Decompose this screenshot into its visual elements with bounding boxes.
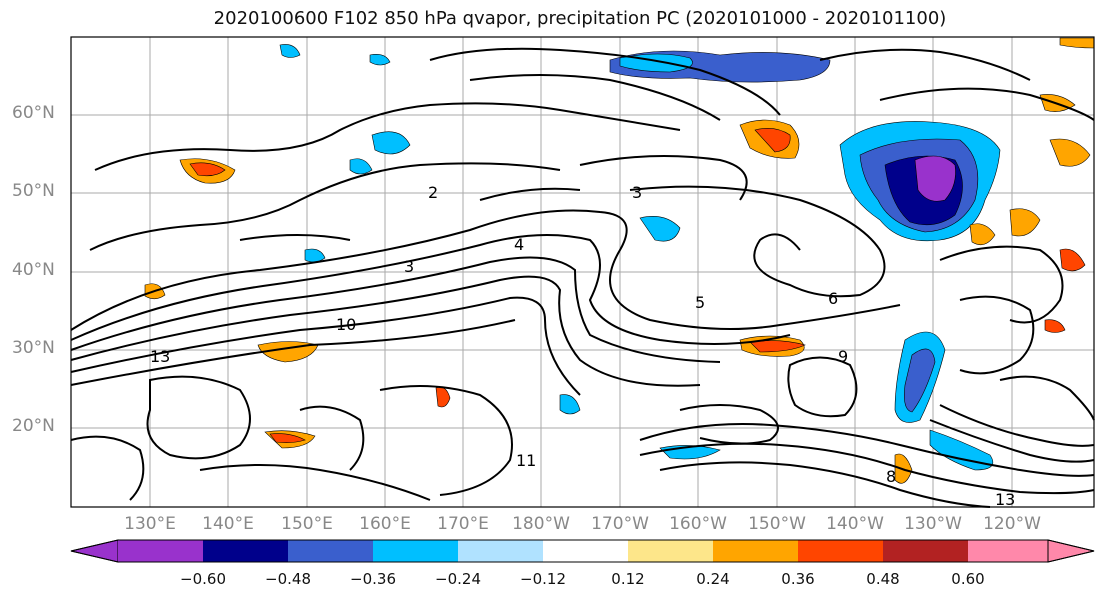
lat-label: 50°N xyxy=(12,181,55,201)
contour-label: 4 xyxy=(514,235,524,254)
contour-label: 6 xyxy=(828,289,838,308)
map-title: 2020100600 F102 850 hPa qvapor, precipit… xyxy=(213,8,947,29)
lat-label: 60°N xyxy=(12,103,55,123)
lon-label: 130°E xyxy=(124,514,176,534)
contour-label: 11 xyxy=(516,451,536,470)
colorbar-tick: −0.48 xyxy=(265,570,311,588)
colorbar-tick: −0.36 xyxy=(350,570,396,588)
contour-label: 3 xyxy=(404,257,414,276)
colorbar-tick: 0.24 xyxy=(696,570,730,588)
lon-label: 140°E xyxy=(202,514,254,534)
colorbar-tick: −0.12 xyxy=(520,570,566,588)
lon-label: 160°W xyxy=(669,514,727,534)
lon-label: 150°E xyxy=(281,514,333,534)
colorbar-tick: 0.36 xyxy=(781,570,815,588)
lon-label: 140°W xyxy=(826,514,884,534)
lat-label: 40°N xyxy=(12,260,55,280)
contour-labels: 2 3 3 4 5 6 8 9 10 11 13 13 xyxy=(150,183,1015,509)
colorbar-tick: −0.60 xyxy=(180,570,226,588)
contour-label: 13 xyxy=(150,347,170,366)
colorbar-tick: 0.48 xyxy=(866,570,900,588)
precip-shading xyxy=(144,37,1095,484)
graticule xyxy=(71,37,1094,507)
lon-label: 180°W xyxy=(512,514,570,534)
colorbar-tick: 0.60 xyxy=(951,570,985,588)
lon-label: 170°E xyxy=(437,514,489,534)
lon-label: 150°W xyxy=(748,514,806,534)
lat-label: 20°N xyxy=(12,416,55,436)
lat-label: 30°N xyxy=(12,338,55,358)
contour-label: 8 xyxy=(886,467,896,486)
contour-label: 13 xyxy=(995,490,1015,509)
colorbar xyxy=(70,539,1095,563)
colorbar-tick: −0.24 xyxy=(435,570,481,588)
contour-label: 9 xyxy=(838,347,848,366)
colorbar-tick: 0.12 xyxy=(611,570,645,588)
contour-label: 3 xyxy=(632,183,642,202)
lon-label: 170°W xyxy=(591,514,649,534)
contour-label: 2 xyxy=(428,183,438,202)
contour-lines xyxy=(70,47,1095,508)
contour-label: 10 xyxy=(336,315,356,334)
lon-label: 120°W xyxy=(983,514,1041,534)
lon-label: 160°E xyxy=(359,514,411,534)
lon-label: 130°W xyxy=(904,514,962,534)
contour-label: 5 xyxy=(695,293,705,312)
